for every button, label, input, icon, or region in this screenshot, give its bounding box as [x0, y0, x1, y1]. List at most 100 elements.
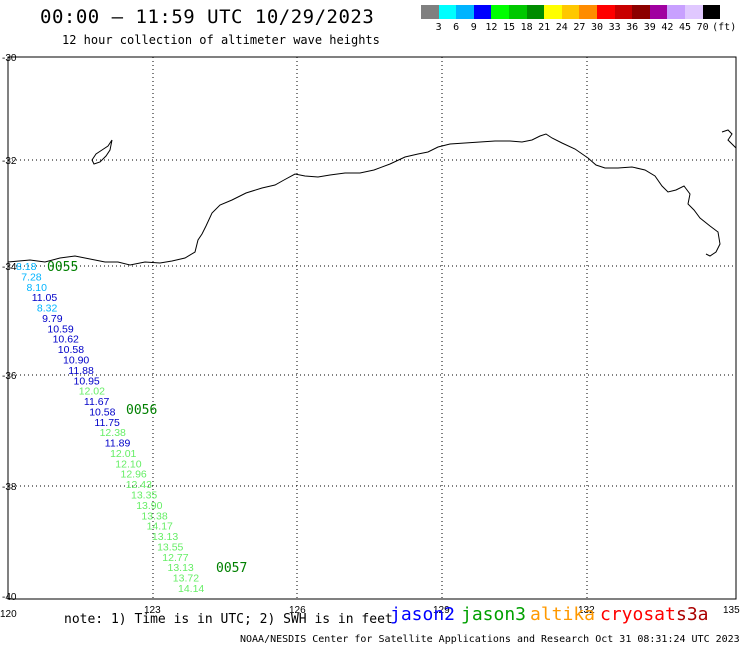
map-frame [7, 56, 737, 600]
color-swatch [684, 5, 703, 19]
color-swatch [596, 5, 615, 19]
color-scale-label: 30 [590, 22, 604, 33]
legend-jason3-label: jason3 [461, 604, 527, 625]
color-swatch [456, 5, 474, 19]
wave-height-value: 8.18 [16, 261, 37, 273]
color-swatch [667, 5, 685, 19]
island [91, 139, 113, 165]
color-scale-label: 15 [502, 22, 516, 33]
color-swatch [508, 5, 527, 19]
time-label: 0056 [126, 403, 157, 418]
wave-height-value: 13.55 [157, 542, 183, 554]
color-scale-label: 45 [678, 22, 692, 33]
wave-height-value: 12.96 [121, 469, 147, 481]
color-swatch [649, 5, 668, 19]
legend-altika-label: altika [530, 604, 596, 625]
color-swatch [702, 5, 721, 19]
color-scale-label: 3 [435, 22, 442, 33]
wave-height-value: 12.02 [79, 386, 105, 398]
color-scale-label: 36 [626, 22, 639, 33]
wave-height-value: 14.17 [147, 521, 173, 533]
color-swatch [614, 5, 633, 19]
wave-height-value: 12.43 [126, 479, 152, 491]
color-scale-label: 70 [696, 22, 709, 33]
time-label: 0057 [216, 561, 247, 576]
wave-height-value: 8.10 [27, 282, 48, 294]
legend-s3a-label: s3a [676, 604, 709, 625]
color-scale-label: 6 [453, 22, 460, 33]
wave-height-value: 13.72 [173, 573, 199, 585]
footer-note: note: 1) Time is in UTC; 2) SWH is in fe… [64, 612, 393, 627]
color-swatch [526, 5, 545, 19]
color-swatch [421, 5, 439, 19]
time-label: 0055 [47, 260, 78, 275]
color-swatch [544, 5, 562, 19]
color-scale-label: 21 [538, 22, 551, 33]
altimeter-track: 8.187.288.1011.058.329.7910.5910.6210.58… [16, 261, 204, 595]
color-scale-label: 24 [555, 22, 568, 33]
coastline [7, 133, 721, 266]
wave-height-value: 10.95 [74, 375, 100, 387]
lat-label-32: -32 [2, 156, 17, 167]
coastline-fragment [721, 129, 737, 149]
color-scale-label: 12 [485, 22, 498, 33]
color-swatch [632, 5, 650, 19]
legend-jason2: jason2 [390, 604, 455, 625]
color-scale-label: 27 [573, 22, 586, 33]
legend-cryosat: cryosat [600, 604, 676, 625]
color-swatch [473, 5, 492, 19]
lat-label-40: -40 [2, 592, 17, 603]
wave-height-value: 13.35 [131, 490, 157, 502]
color-scale-label: 39 [643, 22, 656, 33]
wave-height-value: 10.90 [63, 355, 89, 367]
axis-labels: 120 123 126 129 132 135 -30 -32 -34 -36 … [0, 53, 740, 620]
wave-height-value: 11.05 [32, 292, 58, 304]
map-title: 00:00 – 11:59 UTC 10/29/2023 [40, 6, 375, 28]
lat-label-36: -36 [2, 371, 17, 382]
wave-height-value: 12.38 [100, 427, 126, 439]
legend-jason2-label: jason2 [390, 604, 456, 625]
wave-height-value: 11.67 [84, 396, 110, 408]
color-scale-label: 42 [661, 22, 674, 33]
credit-line: NOAA/NESDIS Center for Satellite Applica… [240, 634, 740, 645]
lon-label-123: 123 [144, 605, 161, 616]
color-swatch [579, 5, 597, 19]
lat-label-38: -38 [2, 482, 17, 493]
wave-height-value: 12.01 [110, 448, 136, 460]
color-scale-labels: 3 6 9 12 15 18 21 24 27 30 33 36 39 42 45 70 (ft) [421, 22, 740, 34]
legend-altika: altika [530, 604, 595, 625]
color-scale-bar [421, 5, 721, 19]
map-gridlines [8, 57, 736, 599]
wave-height-value: 9.79 [42, 313, 63, 325]
color-swatch [561, 5, 580, 19]
lon-label-120: 120 [0, 609, 17, 620]
wave-height-value: 14.14 [178, 583, 204, 595]
wave-height-value: 12.77 [162, 552, 188, 564]
wave-height-value: 8.32 [37, 303, 58, 315]
color-scale-label: 33 [608, 22, 621, 33]
wave-height-value: 10.59 [47, 323, 73, 335]
wave-height-value: 13.38 [141, 510, 167, 522]
lon-label-135: 135 [723, 605, 740, 616]
legend-s3a: s3a [676, 604, 709, 625]
lat-label-34: -34 [2, 262, 17, 273]
legend-jason3: jason3 [461, 604, 526, 625]
wave-height-value: 11.89 [105, 438, 131, 450]
map-subtitle: 12 hour collection of altimeter wave hei… [62, 33, 380, 47]
wave-height-value: 13.90 [136, 500, 162, 512]
color-scale-label: 9 [470, 22, 477, 33]
pass-time-labels: 0055 0056 0057 [47, 260, 247, 576]
wave-height-value: 13.13 [168, 562, 194, 574]
wave-height-value: 13.13 [152, 531, 178, 543]
color-scale-units: (ft) [712, 22, 737, 33]
lon-label-129: 129 [433, 605, 450, 616]
wave-height-value: 10.58 [89, 406, 115, 418]
legend-cryosat-label: cryosat [600, 604, 676, 625]
wave-height-value: 11.75 [94, 417, 120, 429]
lon-label-132: 132 [578, 605, 595, 616]
lon-label-126: 126 [289, 605, 306, 616]
wave-height-value: 12.10 [115, 458, 141, 470]
color-scale-label: 18 [520, 22, 533, 33]
wave-height-value: 10.62 [53, 334, 79, 346]
